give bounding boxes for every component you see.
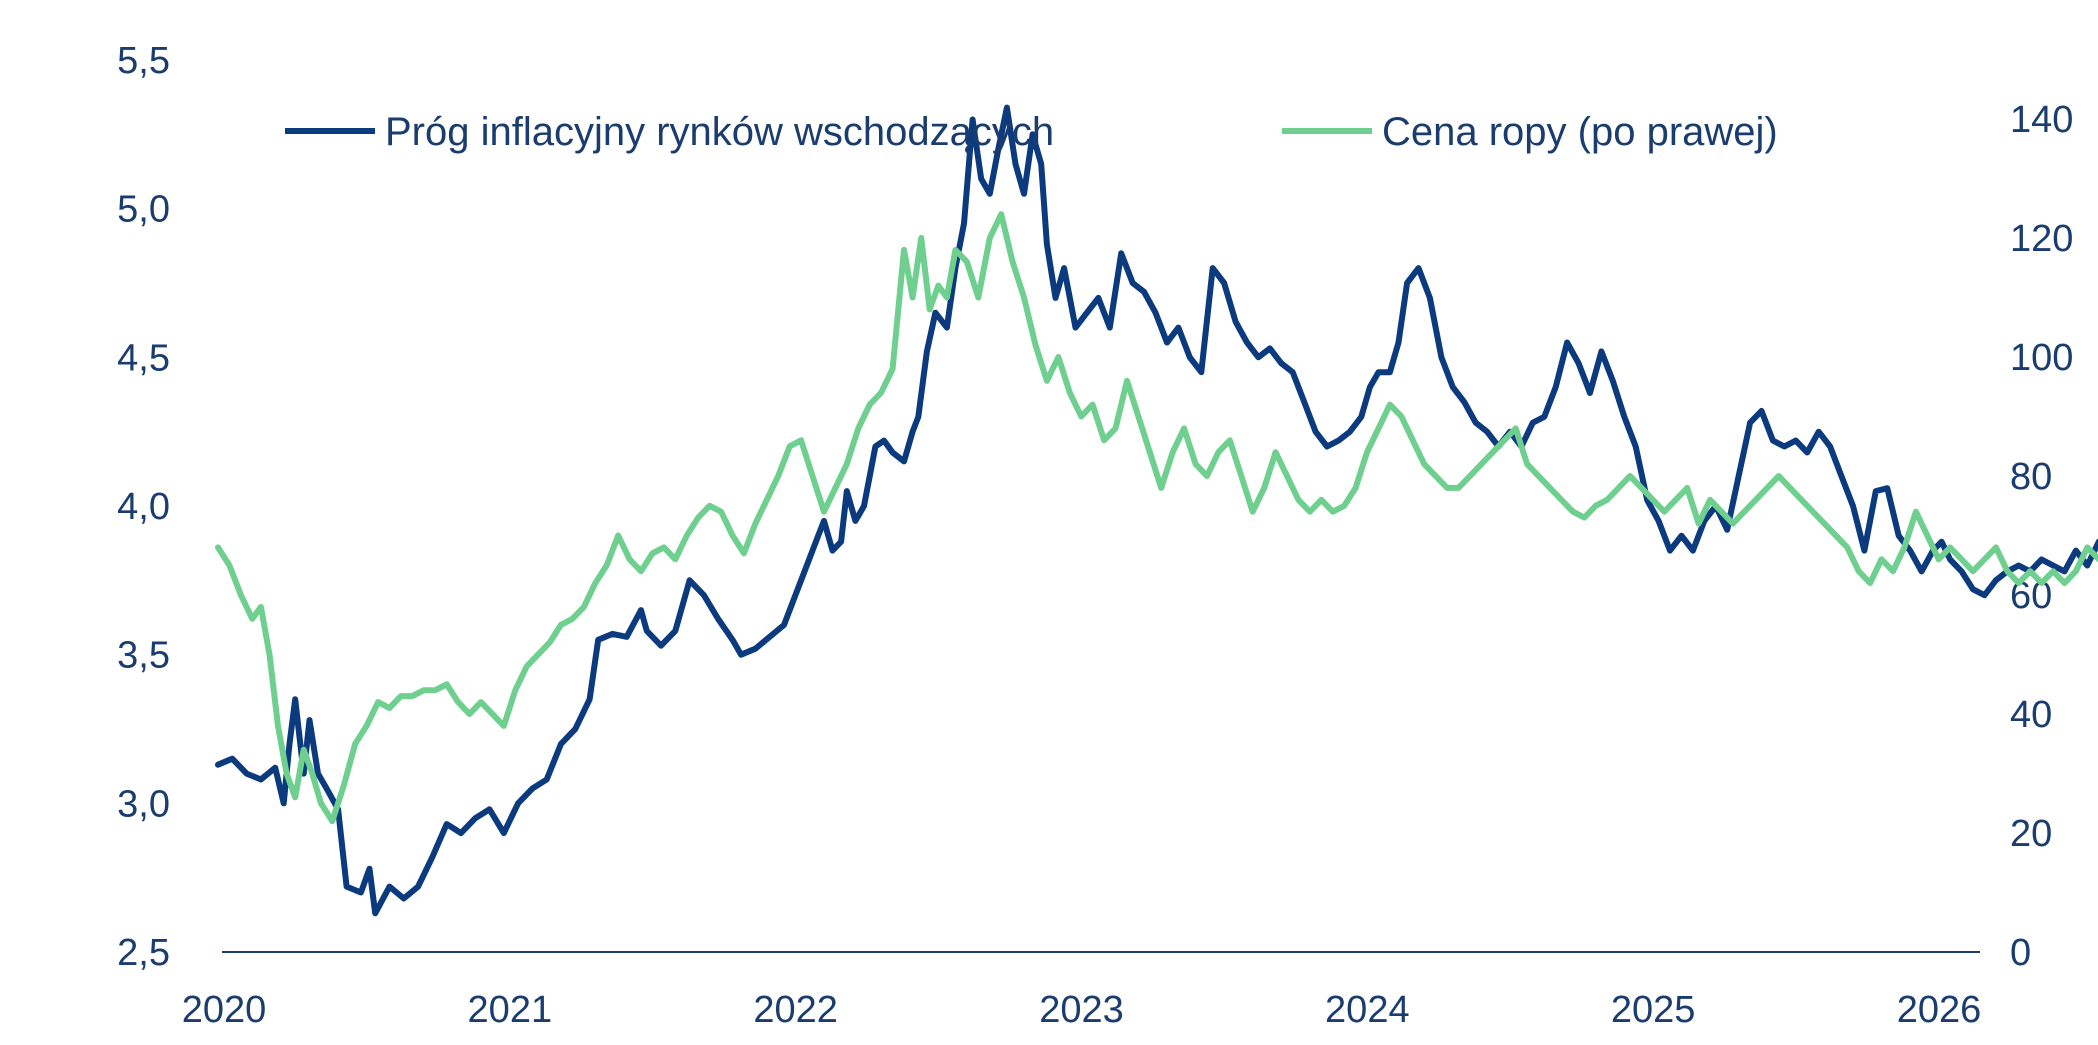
y-right-tick-label: 80 [2010, 456, 2052, 498]
series-line-inflation [215, 104, 2098, 917]
y-left-tick-label: 4,5 [117, 337, 170, 379]
plot-area [215, 104, 2098, 917]
x-tick-label: 2024 [1325, 989, 1410, 1031]
x-axis: 2020 2021 2022 2023 2024 2025 2026 [182, 989, 1982, 1031]
x-tick-label: 2022 [753, 989, 838, 1031]
y-right-tick-label: 140 [2010, 99, 2073, 141]
legend-label-oil: Cena ropy (po prawej) [1382, 110, 1778, 154]
y-left-tick-label: 4,0 [117, 486, 170, 528]
y-left-tick-label: 3,5 [117, 635, 170, 677]
y-right-tick-label: 100 [2010, 337, 2073, 379]
legend-label-inflation: Próg inflacyjny rynków wschodzących [385, 110, 1054, 154]
x-tick-label: 2026 [1897, 989, 1982, 1031]
y-left-tick-label: 3,0 [117, 783, 170, 825]
y-right-tick-label: 20 [2010, 813, 2052, 855]
y-right-tick-label: 40 [2010, 694, 2052, 736]
y-right-tick-label: 0 [2010, 932, 2031, 974]
y-right-tick-label: 120 [2010, 218, 2073, 260]
x-tick-label: 2021 [468, 989, 553, 1031]
y-left-tick-label: 5,0 [117, 189, 170, 231]
legend: Próg inflacyjny rynków wschodzących Cena… [285, 110, 1778, 154]
x-tick-label: 2025 [1611, 989, 1696, 1031]
y-left-tick-label: 2,5 [117, 932, 170, 974]
y-left-tick-label: 5,5 [117, 40, 170, 82]
y-axis-left: 2,5 3,0 3,5 4,0 4,5 5,0 5,5 [117, 40, 170, 974]
x-tick-label: 2020 [182, 989, 267, 1031]
series-line-oil [215, 211, 2098, 825]
x-tick-label: 2023 [1039, 989, 1124, 1031]
